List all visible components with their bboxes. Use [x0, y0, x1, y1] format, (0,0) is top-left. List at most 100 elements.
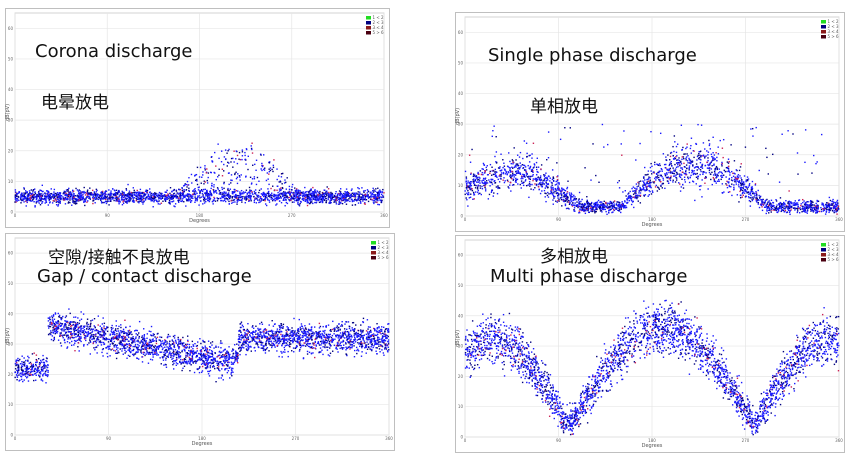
- scatter-point: [242, 191, 245, 193]
- scatter-point: [766, 210, 768, 212]
- scatter-point: [752, 192, 754, 195]
- scatter-point: [367, 194, 369, 196]
- scatter-point: [140, 197, 143, 200]
- scatter-point: [584, 167, 586, 169]
- scatter-point: [606, 207, 608, 209]
- scatter-point: [321, 200, 324, 202]
- scatter-point: [761, 209, 764, 212]
- scatter-point: [240, 199, 243, 201]
- scatter-point: [613, 203, 615, 205]
- scatter-point: [170, 196, 172, 198]
- scatter-point: [205, 172, 208, 174]
- x-tick-label: 180: [648, 217, 656, 222]
- scatter-point: [14, 189, 17, 191]
- scatter-point: [76, 189, 79, 191]
- scatter-point: [533, 166, 535, 168]
- scatter-point: [552, 194, 555, 197]
- scatter-point: [660, 184, 662, 187]
- scatter-point: [690, 152, 692, 154]
- scatter-point: [329, 202, 331, 204]
- scatter-point: [169, 203, 171, 205]
- scatter-point: [650, 130, 652, 133]
- scatter-point: [165, 194, 167, 196]
- scatter-point: [59, 194, 61, 196]
- scatter-point: [228, 196, 230, 199]
- scatter-point: [318, 199, 320, 201]
- scatter-point: [555, 200, 557, 202]
- scatter-point: [187, 198, 190, 200]
- legend-label: 1 < 2: [828, 19, 839, 24]
- scatter-point: [578, 210, 581, 212]
- scatter-point: [114, 197, 116, 200]
- scatter-point: [796, 203, 798, 206]
- scatter-point: [323, 192, 325, 195]
- scatter-point: [203, 200, 205, 202]
- scatter-point: [496, 171, 498, 173]
- scatter-point: [621, 202, 624, 205]
- scatter-point: [83, 186, 85, 189]
- scatter-point: [213, 186, 215, 188]
- scatter-point: [71, 195, 73, 198]
- scatter-point: [801, 208, 804, 210]
- scatter-point: [100, 200, 103, 203]
- scatter-point: [125, 195, 128, 197]
- scatter-point: [728, 184, 730, 187]
- scatter-point: [275, 194, 277, 196]
- scatter-point: [83, 192, 86, 194]
- scatter-point: [692, 181, 695, 183]
- scatter-point: [731, 194, 733, 197]
- scatter-point: [740, 177, 742, 179]
- scatter-point: [235, 196, 237, 198]
- scatter-point: [581, 203, 583, 205]
- scatter-point: [103, 201, 106, 204]
- scatter-points: [464, 123, 840, 216]
- scatter-point: [634, 190, 637, 192]
- scatter-point: [698, 168, 700, 170]
- scatter-point: [680, 124, 683, 126]
- scatter-point: [128, 200, 130, 203]
- scatter-point: [228, 194, 230, 196]
- scatter-point: [232, 199, 235, 201]
- scatter-point: [576, 205, 579, 207]
- scatter-point: [286, 202, 289, 205]
- scatter-point: [258, 201, 260, 204]
- scatter-point: [707, 159, 709, 162]
- scatter-point: [218, 190, 221, 192]
- scatter-point: [42, 198, 45, 201]
- scatter-point: [718, 180, 720, 182]
- scatter-point: [625, 206, 628, 209]
- scatter-point: [132, 197, 134, 200]
- scatter-point: [312, 186, 314, 189]
- scatter-point: [14, 191, 17, 193]
- scatter-point: [65, 198, 68, 201]
- scatter-point: [509, 176, 512, 178]
- scatter-point: [60, 195, 63, 197]
- scatter-point: [470, 172, 472, 174]
- scatter-point: [285, 192, 287, 194]
- scatter-point: [49, 193, 52, 195]
- scatter-point: [63, 199, 65, 201]
- scatter-point: [541, 185, 544, 188]
- scatter-point: [55, 199, 57, 202]
- scatter-point: [712, 174, 715, 176]
- scatter-point: [190, 194, 192, 196]
- scatter-point: [75, 199, 77, 201]
- scatter-point: [587, 206, 590, 208]
- scatter-point: [175, 189, 177, 191]
- scatter-point: [238, 175, 241, 177]
- scatter-point: [577, 206, 579, 209]
- scatter-point: [237, 173, 239, 175]
- scatter-point: [685, 147, 687, 150]
- scatter-point: [484, 178, 486, 180]
- scatter-point: [357, 202, 360, 204]
- scatter-point: [20, 194, 22, 196]
- scatter-point: [325, 195, 328, 197]
- scatter-point: [651, 165, 653, 167]
- scatter-point: [318, 192, 320, 194]
- scatter-point: [168, 197, 170, 200]
- scatter-point: [685, 169, 687, 172]
- scatter-point: [164, 199, 167, 201]
- scatter-point: [636, 197, 638, 199]
- scatter-point: [59, 193, 62, 195]
- scatter-point: [135, 195, 137, 197]
